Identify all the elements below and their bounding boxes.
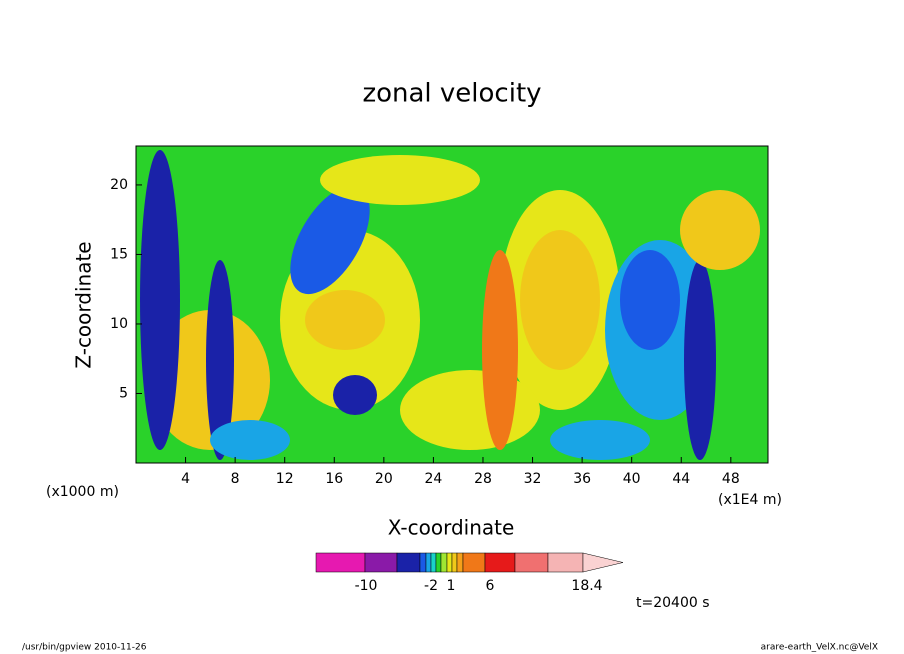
colorbar-box xyxy=(440,552,448,573)
footer-left: /usr/bin/gpview 2010-11-26 xyxy=(22,643,147,653)
colorbar-box xyxy=(547,552,584,573)
x-tick-label: 48 xyxy=(722,471,740,487)
colorbar-box xyxy=(484,552,516,573)
colorbar-arrow xyxy=(582,552,624,573)
colorbar-label: -10 xyxy=(355,578,378,594)
x-unit-right: (x1E4 m) xyxy=(718,492,782,508)
colorbar-box xyxy=(451,552,458,573)
colorbar-box xyxy=(364,552,398,573)
colorbar-box xyxy=(396,552,421,573)
x-tick-label: 20 xyxy=(375,471,393,487)
y-tick-label: 10 xyxy=(110,316,128,332)
contour-field xyxy=(136,146,768,463)
x-tick-label: 40 xyxy=(623,471,641,487)
colorbar-box xyxy=(462,552,486,573)
colorbar-box xyxy=(514,552,549,573)
plot-frame xyxy=(135,145,769,464)
colorbar-box xyxy=(419,552,427,573)
y-tick-label: 20 xyxy=(110,177,128,193)
x-tick-label: 44 xyxy=(672,471,690,487)
colorbar-box xyxy=(456,552,464,573)
colorbar-box xyxy=(435,552,442,573)
x-axis-label: X-coordinate xyxy=(388,516,515,540)
colorbar-label: 18.4 xyxy=(571,578,602,594)
x-tick-label: 28 xyxy=(474,471,492,487)
x-tick-label: 4 xyxy=(181,471,190,487)
x-unit: (x1000 m) xyxy=(46,484,119,500)
colorbar-label: -2 xyxy=(424,578,438,594)
colorbar-box xyxy=(315,552,366,573)
footer-right: arare-earth_VelX.nc@VelX xyxy=(761,643,878,653)
y-tick-label: 5 xyxy=(119,385,128,401)
x-tick-label: 16 xyxy=(325,471,343,487)
x-tick-label: 32 xyxy=(524,471,542,487)
colorbar-box xyxy=(430,552,437,573)
x-tick-label: 24 xyxy=(424,471,442,487)
colorbar-label: 1 xyxy=(447,578,456,594)
x-tick-label: 12 xyxy=(276,471,294,487)
x-tick-label: 8 xyxy=(231,471,240,487)
colorbar-box xyxy=(425,552,432,573)
y-axis-label: Z-coordinate xyxy=(72,241,96,368)
colorbar-box xyxy=(446,552,453,573)
y-tick-label: 15 xyxy=(110,246,128,262)
x-tick-label: 36 xyxy=(573,471,591,487)
colorbar-label: 6 xyxy=(486,578,495,594)
chart-title: zonal velocity xyxy=(362,79,541,109)
time-label: t=20400 s xyxy=(636,595,710,611)
